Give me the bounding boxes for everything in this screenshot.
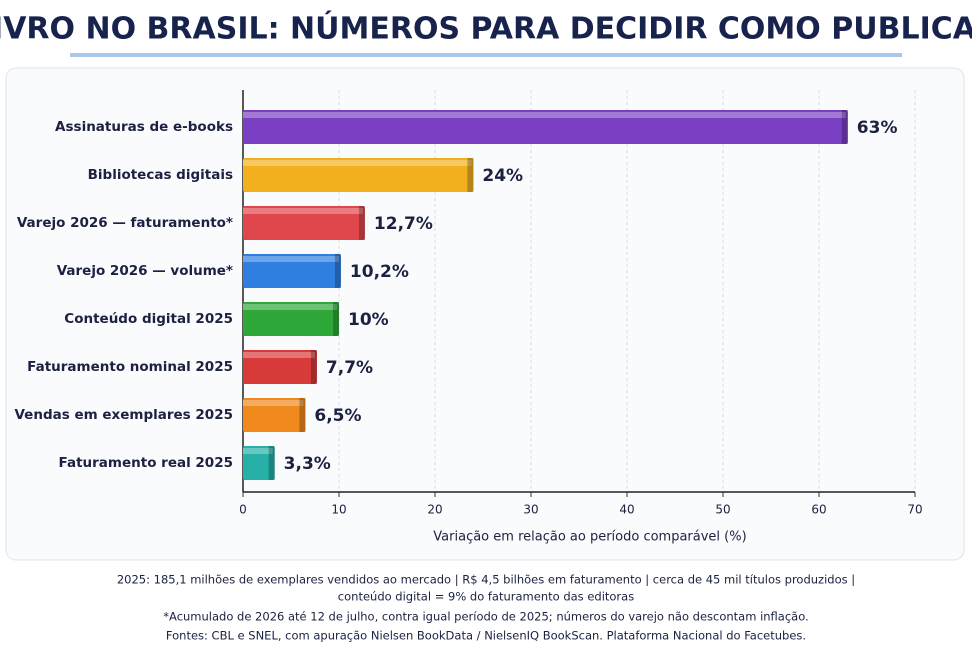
footer-note: 2025: 185,1 milhões de exemplares vendid… [117, 573, 855, 587]
x-tick-label: 10 [331, 503, 346, 517]
bar-shade [841, 110, 848, 144]
value-label: 6,5% [314, 406, 361, 426]
bar [243, 254, 341, 288]
value-label: 12,7% [374, 214, 433, 234]
bar-shade [333, 302, 339, 336]
bar-shade [268, 446, 275, 480]
bar-shade [467, 158, 474, 192]
bar [243, 398, 306, 432]
x-tick-label: 70 [907, 503, 922, 517]
x-tick-label: 0 [239, 503, 247, 517]
bar-shade [299, 398, 306, 432]
value-label: 7,7% [326, 358, 373, 378]
bar-highlight [243, 160, 472, 166]
bar-highlight [243, 112, 846, 118]
value-label: 24% [482, 166, 523, 186]
footer-note: Fontes: CBL e SNEL, com apuração Nielsen… [166, 629, 806, 643]
y-tick-label: Vendas em exemplares 2025 [14, 407, 233, 423]
x-tick-label: 20 [427, 503, 442, 517]
bar-highlight [243, 352, 315, 358]
title-underline [70, 53, 902, 57]
value-label: 10% [348, 310, 389, 330]
bar [243, 206, 365, 240]
value-label: 10,2% [350, 262, 409, 282]
bar-highlight [243, 448, 273, 454]
bar-highlight [243, 400, 304, 406]
bar-shade [334, 254, 341, 288]
x-tick-label: 40 [619, 503, 634, 517]
x-tick-label: 30 [523, 503, 538, 517]
bar [243, 302, 339, 336]
footer-note: *Acumulado de 2026 até 12 de julho, cont… [163, 610, 808, 624]
chart-title: LIVRO NO BRASIL: NÚMEROS PARA DECIDIR CO… [0, 10, 972, 47]
footer-note: conteúdo digital = 9% do faturamento das… [338, 590, 634, 604]
bar [243, 110, 848, 144]
bar-shade [358, 206, 365, 240]
x-tick-label: 50 [715, 503, 730, 517]
y-tick-label: Bibliotecas digitais [88, 167, 233, 183]
value-label: 3,3% [284, 454, 331, 474]
y-tick-label: Faturamento real 2025 [59, 455, 233, 471]
x-tick-label: 60 [811, 503, 826, 517]
y-tick-label: Conteúdo digital 2025 [64, 311, 233, 327]
bar [243, 158, 474, 192]
bar [243, 350, 317, 384]
x-axis-label: Variação em relação ao período comparáve… [433, 530, 746, 545]
bar [243, 446, 275, 480]
bar-shade [310, 350, 317, 384]
value-label: 63% [857, 118, 898, 138]
y-tick-label: Assinaturas de e-books [55, 119, 233, 135]
y-tick-label: Faturamento nominal 2025 [27, 359, 233, 375]
y-tick-label: Varejo 2026 — faturamento* [17, 215, 233, 231]
bar-highlight [243, 256, 339, 262]
bar-highlight [243, 208, 363, 214]
bar-highlight [243, 304, 337, 310]
y-tick-label: Varejo 2026 — volume* [57, 263, 233, 279]
